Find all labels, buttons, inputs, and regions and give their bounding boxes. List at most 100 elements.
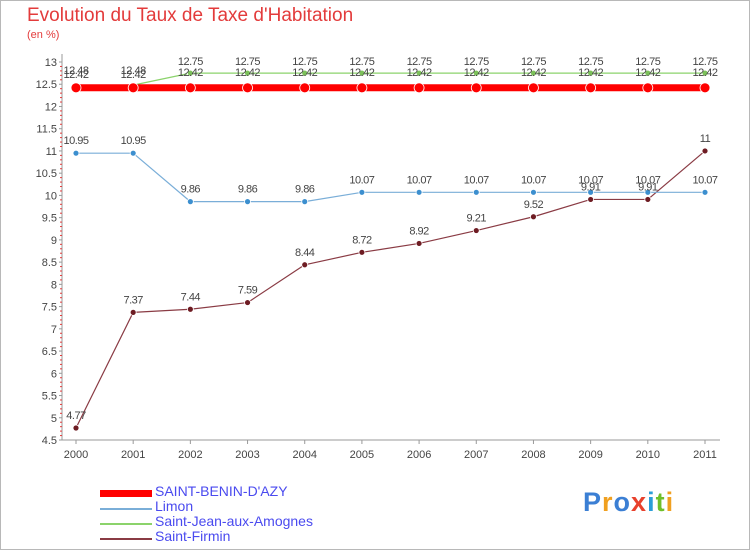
data-point	[186, 69, 194, 77]
proxiti-logo: Proxiti	[583, 487, 674, 518]
data-point	[472, 188, 480, 196]
legend-swatch	[100, 490, 152, 497]
data-point	[530, 188, 537, 196]
data-point	[701, 147, 709, 155]
data-label: 10.07	[407, 174, 432, 186]
x-tick-label: 2007	[464, 449, 488, 461]
x-tick-label: 2009	[578, 449, 602, 461]
data-label: 12.42	[635, 67, 660, 79]
data-point	[358, 248, 366, 256]
data-label: 12.75	[692, 56, 717, 68]
data-label: 10.07	[464, 174, 489, 186]
x-tick-label: 2004	[292, 449, 316, 461]
data-point	[528, 82, 539, 94]
data-point	[72, 149, 80, 157]
y-tick-label: 7.5	[42, 302, 57, 314]
data-label: 12.42	[349, 67, 374, 79]
data-point	[587, 196, 595, 203]
data-label: 12.75	[464, 56, 489, 68]
data-point	[587, 69, 595, 77]
data-point	[644, 196, 652, 203]
x-tick-label: 2011	[693, 449, 717, 461]
data-point	[129, 308, 137, 316]
data-point	[358, 69, 366, 77]
logo-letter: r	[602, 487, 614, 517]
data-label: 12.42	[464, 67, 489, 79]
data-label: 12.75	[578, 56, 603, 68]
logo-letter: P	[583, 487, 603, 517]
data-label: 10.07	[635, 174, 660, 186]
y-tick-label: 4.5	[42, 435, 57, 447]
data-point	[415, 240, 423, 247]
series-line-saint-jean-aux-amognes	[76, 72, 705, 86]
x-tick-label: 2006	[407, 449, 431, 461]
data-point	[585, 82, 597, 94]
data-point	[70, 82, 82, 94]
x-tick-label: 2002	[178, 449, 202, 461]
legend-label: Limon	[155, 498, 194, 514]
data-point	[129, 149, 137, 157]
data-point	[530, 69, 537, 77]
data-label: 7.37	[123, 294, 143, 306]
y-tick-label: 10	[45, 190, 57, 202]
y-tick-label: 6.5	[42, 346, 57, 358]
legend-swatch	[100, 538, 152, 540]
data-label: 12.75	[521, 56, 546, 68]
data-point	[413, 82, 425, 94]
data-label: 12.42	[292, 67, 317, 79]
data-point	[358, 188, 366, 196]
data-label: 9.86	[238, 184, 258, 196]
legend-label: SAINT-BENIN-D'AZY	[155, 483, 288, 499]
data-label: 12.42	[578, 67, 603, 79]
data-label: 9.86	[295, 184, 315, 196]
data-label: 7.44	[181, 291, 201, 303]
data-label: 12.42	[235, 67, 260, 79]
y-tick-label: 13	[45, 57, 57, 69]
data-point	[530, 213, 537, 221]
y-tick-label: 7	[51, 324, 57, 336]
data-point	[470, 82, 482, 94]
x-tick-label: 2005	[350, 449, 374, 461]
series-line-limon	[76, 152, 705, 203]
chart-title: Evolution du Taux de Taxe d'Habitation	[27, 5, 354, 26]
y-tick-label: 5.5	[42, 391, 57, 403]
data-label: 12.75	[349, 56, 374, 68]
data-point	[301, 261, 309, 269]
y-tick-label: 12.5	[36, 79, 57, 91]
y-tick-label: 6	[51, 368, 57, 380]
data-point	[301, 198, 309, 206]
data-label: 10.07	[349, 174, 374, 186]
legend-swatch	[100, 508, 152, 510]
data-point	[244, 299, 251, 306]
data-label: 12.75	[235, 56, 260, 68]
data-label: 8.72	[352, 234, 372, 246]
y-tick-label: 5	[51, 413, 57, 425]
data-label: 12.75	[178, 56, 203, 68]
data-point	[244, 198, 251, 206]
data-label: 12.42	[178, 67, 203, 79]
x-tick-label: 2008	[521, 449, 545, 461]
data-label: 9.91	[581, 181, 601, 193]
logo-letter: i	[665, 487, 675, 517]
data-label: 12.42	[692, 67, 717, 79]
data-point	[186, 305, 194, 313]
y-tick-label: 12	[45, 101, 57, 113]
data-label: 10.07	[692, 174, 717, 186]
data-label: 12.48	[63, 65, 88, 77]
data-label: 12.48	[121, 65, 146, 77]
data-label: 9.91	[638, 181, 658, 193]
y-tick-label: 8	[51, 279, 57, 291]
logo-letter: t	[655, 487, 666, 517]
data-label: 12.42	[63, 69, 88, 81]
data-label: 9.86	[181, 184, 201, 196]
data-point	[644, 69, 652, 77]
data-label: 8.92	[409, 225, 429, 237]
data-point	[186, 198, 194, 206]
data-label: 9.52	[524, 199, 544, 211]
data-point	[587, 188, 595, 196]
data-point	[699, 82, 711, 94]
data-label: 10.95	[63, 135, 88, 147]
logo-letter: i	[647, 487, 656, 517]
